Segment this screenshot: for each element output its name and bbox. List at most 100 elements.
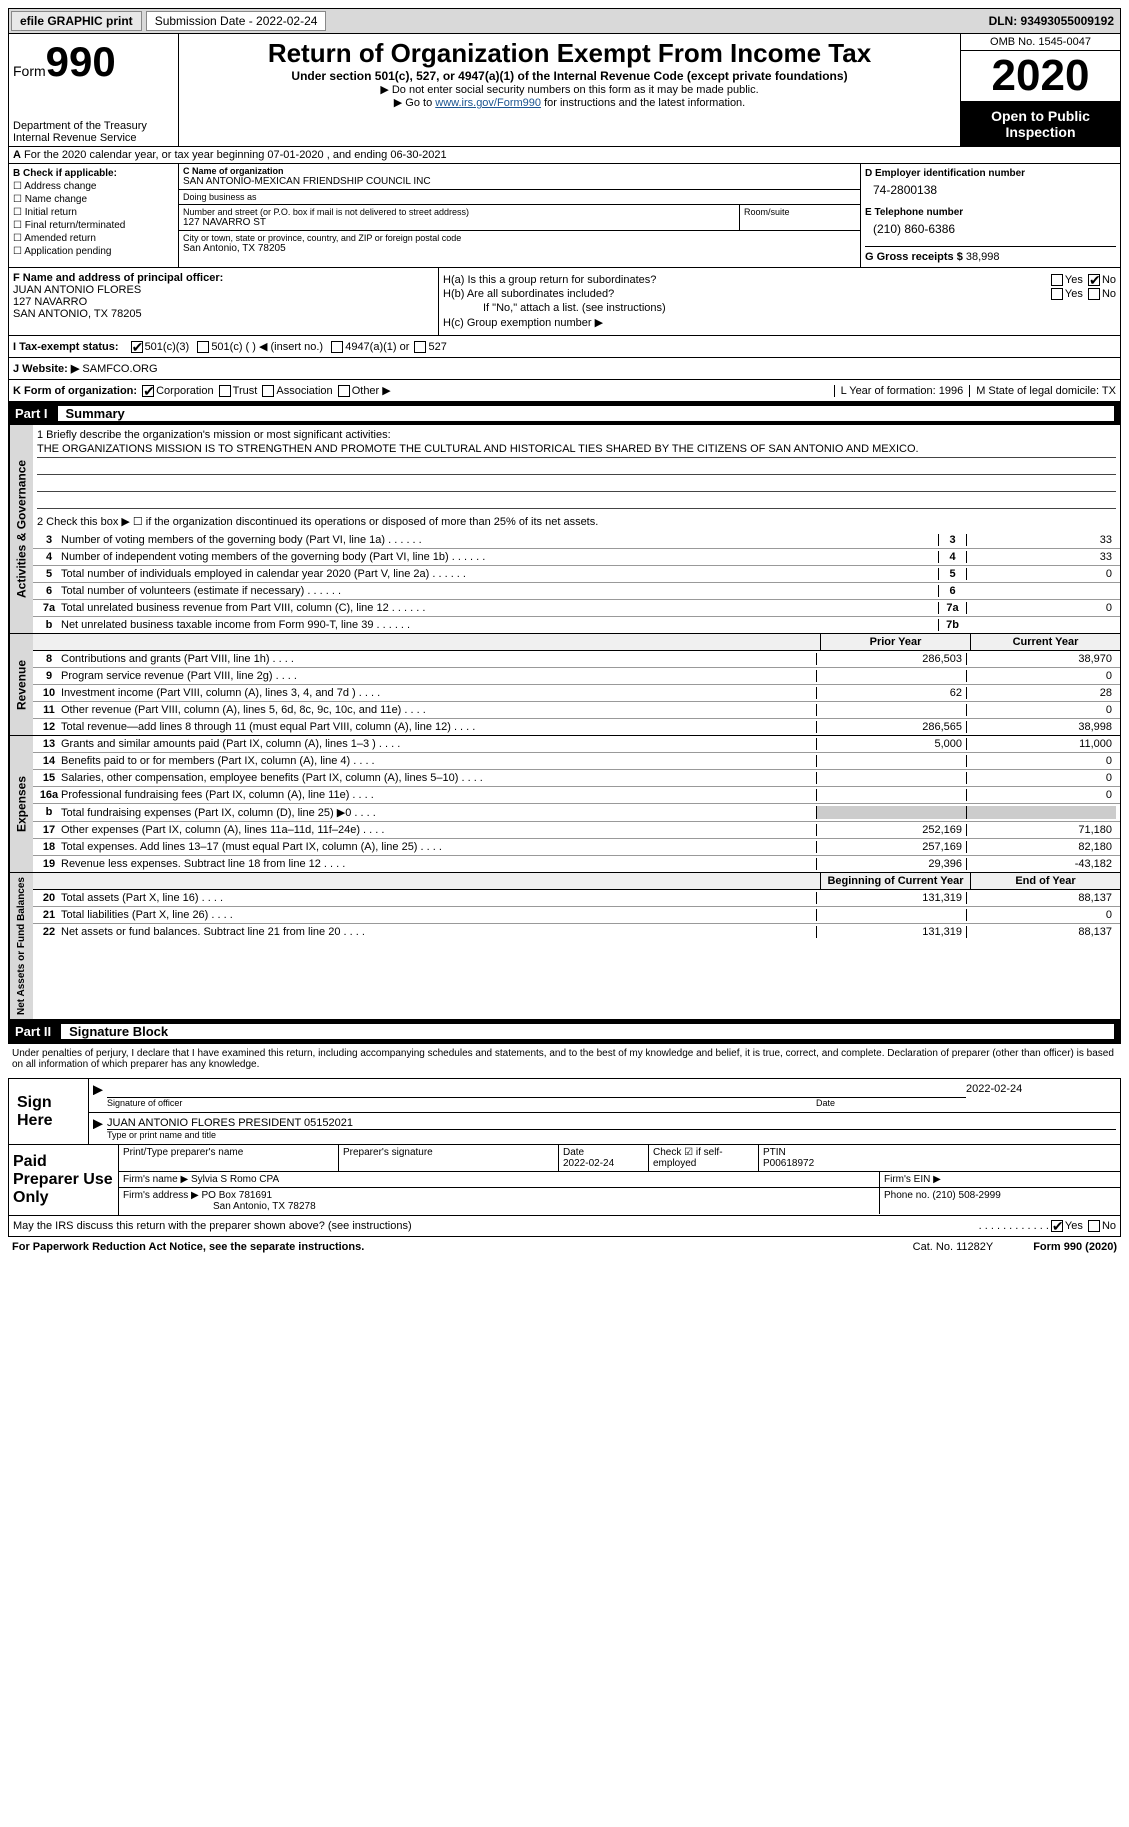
row-i: I Tax-exempt status: 501(c)(3) 501(c) ( … [8, 336, 1121, 358]
chk-4947[interactable] [331, 341, 343, 353]
part-2-num: Part II [15, 1024, 61, 1039]
chk-527[interactable] [414, 341, 426, 353]
top-bar: efile GRAPHIC print Submission Date - 20… [8, 8, 1121, 34]
org-name-label: C Name of organization [183, 166, 856, 176]
ha-yes-label: Yes [1065, 274, 1083, 286]
chk-address[interactable]: ☐ Address change [13, 181, 174, 192]
side-governance: Activities & Governance [9, 425, 33, 633]
bottom-note: For Paperwork Reduction Act Notice, see … [8, 1237, 1121, 1257]
form-footer: Form 990 (2020) [1033, 1241, 1117, 1253]
opt-trust: Trust [233, 385, 258, 397]
chk-assoc[interactable] [262, 385, 274, 397]
gov-line: 7aTotal unrelated business revenue from … [33, 600, 1120, 617]
signature-block: Sign Here Signature of officer Date 2022… [8, 1078, 1121, 1145]
chk-amended[interactable]: ☐ Amended return [13, 233, 174, 244]
firm-name: Sylvia S Romo CPA [191, 1174, 279, 1185]
preparer-block: Paid Preparer Use Only Print/Type prepar… [8, 1145, 1121, 1216]
chk-trust[interactable] [219, 385, 231, 397]
chk-corp[interactable] [142, 385, 154, 397]
form-number: 990 [46, 38, 116, 86]
note-link: ▶ Go to www.irs.gov/Form990 for instruct… [183, 96, 956, 109]
governance-section: Activities & Governance 1 Briefly descri… [8, 425, 1121, 634]
row-kl: K Form of organization: Corporation Trus… [8, 380, 1121, 402]
row-i-label: I Tax-exempt status: [13, 341, 119, 353]
dln: DLN: 93493055009192 [989, 14, 1118, 28]
firm-label: Firm's name ▶ [123, 1174, 188, 1185]
row-j-label: J Website: ▶ [13, 362, 79, 375]
prep-self-emp: Check ☑ if self-employed [649, 1145, 759, 1171]
phone-label: E Telephone number [865, 207, 1116, 218]
chk-initial[interactable]: ☐ Initial return [13, 207, 174, 218]
net-header: Beginning of Current Year End of Year [33, 873, 1120, 890]
firm-addr: PO Box 781691 [202, 1190, 273, 1201]
net-line: 20Total assets (Part X, line 16) . . . .… [33, 890, 1120, 907]
note-ssn: ▶ Do not enter social security numbers o… [183, 83, 956, 96]
gov-line: bNet unrelated business taxable income f… [33, 617, 1120, 633]
row-a: A For the 2020 calendar year, or tax yea… [8, 147, 1121, 164]
rev-line: 11Other revenue (Part VIII, column (A), … [33, 702, 1120, 719]
note2-suffix: for instructions and the latest informat… [541, 97, 745, 109]
hb-no[interactable] [1088, 288, 1100, 300]
opt-corp: Corporation [156, 385, 213, 397]
dots: . . . . . . . . . . . . [979, 1220, 1049, 1232]
hb-yes[interactable] [1051, 288, 1063, 300]
col-d: D Employer identification number 74-2800… [860, 164, 1120, 267]
chk-amended-label: Amended return [24, 233, 96, 244]
rev-line: 8Contributions and grants (Part VIII, li… [33, 651, 1120, 668]
ha-yes[interactable] [1051, 274, 1063, 286]
discuss-no[interactable] [1088, 1220, 1100, 1232]
addr-value: 127 NAVARRO ST [183, 217, 735, 228]
form-subtitle: Under section 501(c), 527, or 4947(a)(1)… [183, 69, 956, 83]
prior-year-header: Prior Year [820, 634, 970, 650]
chk-other[interactable] [338, 385, 350, 397]
city-value: San Antonio, TX 78205 [183, 243, 856, 254]
chk-501c3[interactable] [131, 341, 143, 353]
chk-501c[interactable] [197, 341, 209, 353]
gross-value: 38,998 [966, 251, 1000, 263]
addr-label: Number and street (or P.O. box if mail i… [183, 207, 735, 217]
date-label: Date [816, 1098, 966, 1108]
chk-initial-label: Initial return [25, 207, 77, 218]
ein-label: D Employer identification number [865, 168, 1116, 179]
exp-line: 15Salaries, other compensation, employee… [33, 770, 1120, 787]
rev-line: 12Total revenue—add lines 8 through 11 (… [33, 719, 1120, 735]
col-b: B Check if applicable: ☐ Address change … [9, 164, 179, 267]
chk-pending[interactable]: ☐ Application pending [13, 246, 174, 257]
row-a-prefix: A [13, 149, 21, 161]
col-b-label: B Check if applicable: [13, 168, 174, 179]
arrow-icon [93, 1085, 103, 1095]
row-k-label: K Form of organization: [13, 385, 137, 397]
section-bcd: B Check if applicable: ☐ Address change … [8, 164, 1121, 268]
gov-line: 5Total number of individuals employed in… [33, 566, 1120, 583]
mission-block: 1 Briefly describe the organization's mi… [33, 425, 1120, 532]
net-line: 21Total liabilities (Part X, line 26) . … [33, 907, 1120, 924]
q2-label: 2 Check this box ▶ ☐ if the organization… [37, 515, 1116, 528]
efile-button[interactable]: efile GRAPHIC print [11, 11, 142, 31]
part-2-header: Part II Signature Block [8, 1020, 1121, 1043]
irs-link[interactable]: www.irs.gov/Form990 [435, 97, 541, 109]
discuss-yes-label: Yes [1065, 1220, 1083, 1232]
firm-phone: (210) 508-2999 [932, 1190, 1000, 1201]
sign-date: 2022-02-24 [966, 1083, 1116, 1108]
chk-final[interactable]: ☐ Final return/terminated [13, 220, 174, 231]
part-1-title: Summary [58, 406, 1114, 421]
side-expenses: Expenses [9, 736, 33, 872]
exp-line: 14Benefits paid to or for members (Part … [33, 753, 1120, 770]
chk-name[interactable]: ☐ Name change [13, 194, 174, 205]
hc-label: H(c) Group exemption number ▶ [443, 316, 1116, 329]
mission-blank-2 [37, 475, 1116, 492]
gov-line: 6Total number of volunteers (estimate if… [33, 583, 1120, 600]
form-label: Form [13, 63, 46, 79]
h-box: H(a) Is this a group return for subordin… [439, 268, 1120, 335]
ha-no-label: No [1102, 274, 1116, 286]
part-1-num: Part I [15, 406, 58, 421]
org-name: SAN ANTONIO-MEXICAN FRIENDSHIP COUNCIL I… [183, 176, 856, 187]
discuss-yes[interactable] [1051, 1220, 1063, 1232]
exp-line: 16aProfessional fundraising fees (Part I… [33, 787, 1120, 804]
f-label: F Name and address of principal officer: [13, 272, 223, 284]
officer-addr1: 127 NAVARRO [13, 296, 87, 308]
gross-label: G Gross receipts $ [865, 251, 963, 263]
firm-phone-label: Phone no. [884, 1190, 930, 1201]
ha-no[interactable] [1088, 274, 1100, 286]
omb-number: OMB No. 1545-0047 [961, 34, 1120, 51]
